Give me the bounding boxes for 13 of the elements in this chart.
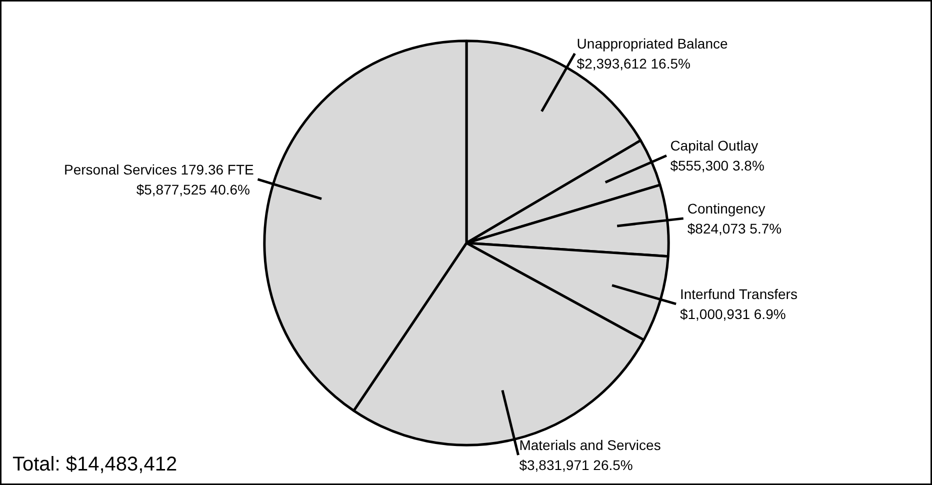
slice-label: Interfund Transfers (680, 286, 798, 302)
slice-label: Contingency (687, 200, 766, 216)
data-label: $5,877,525 40.6% (136, 181, 250, 198)
slice-label: Personal Services 179.36 FTE (64, 161, 254, 178)
data-label: $1,000,931 6.9% (680, 306, 786, 322)
data-label: $2,393,612 16.5% (576, 56, 690, 72)
text: Total: $14,483,412 (12, 454, 178, 476)
slice-label: Unappropriated Balance (576, 35, 728, 52)
data-label: $3,831,971 26.5% (519, 457, 633, 474)
data-label: $824,073 5.7% (687, 220, 782, 236)
slice-label: Capital Outlay (670, 138, 758, 154)
data-label: $555,300 3.8% (670, 158, 764, 174)
slice-label: Materials and Services (519, 437, 661, 454)
